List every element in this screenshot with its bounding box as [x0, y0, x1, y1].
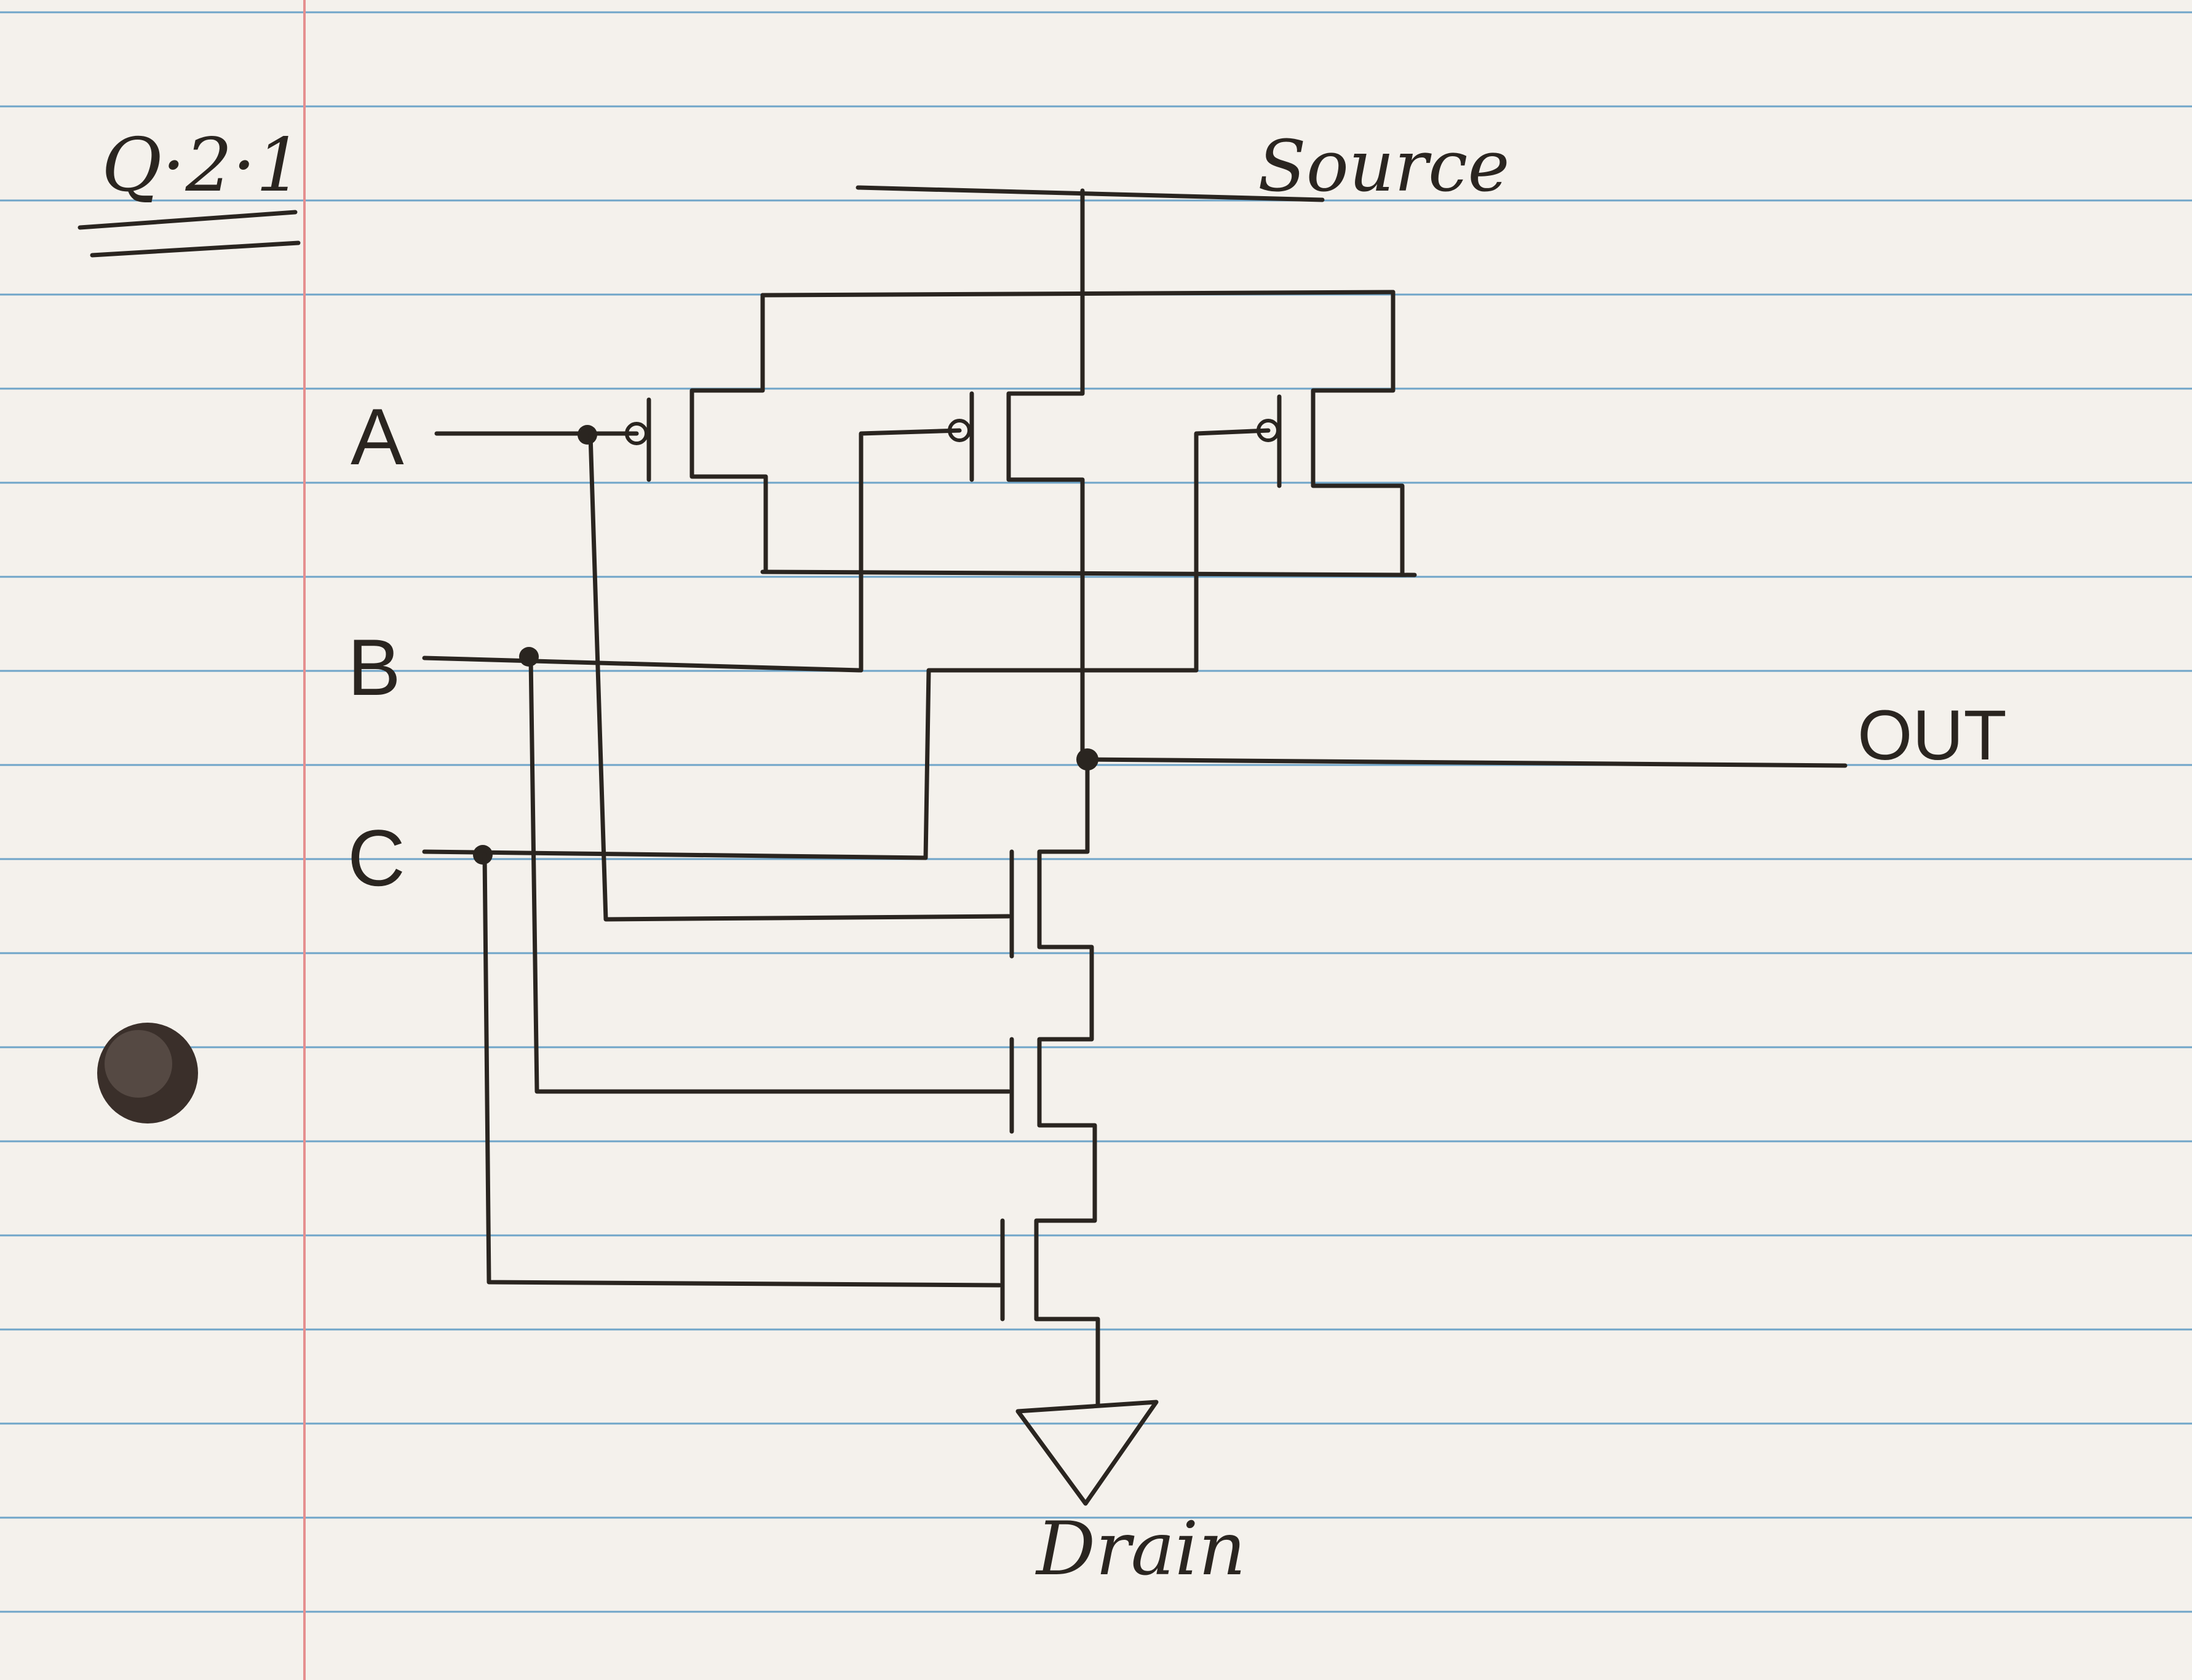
input-label-a: A — [351, 392, 404, 481]
input-b-wire — [422, 428, 962, 673]
input-a-node-dot — [578, 425, 597, 445]
input-c-wire — [422, 428, 1271, 860]
title-underline — [77, 210, 298, 230]
drain-label: Drain — [1035, 1507, 1246, 1592]
input-b-node-dot — [519, 647, 539, 667]
input-b-to-nmos — [528, 656, 1011, 1094]
input-label-b: B — [347, 622, 401, 712]
input-label-c: C — [347, 813, 405, 903]
page-title: Q·2·1 — [101, 123, 303, 208]
pmos-bottom-rail — [760, 569, 1417, 577]
pmos-a-branch — [689, 293, 768, 574]
pmos-top-rail — [760, 290, 1396, 298]
input-c-to-nmos — [482, 852, 1002, 1288]
punch-hole-shadow — [105, 1030, 172, 1098]
input-a-to-nmos — [588, 432, 1011, 922]
ground-symbol — [1015, 1400, 1159, 1506]
title-underline-2 — [90, 240, 301, 258]
source-label: Source — [1258, 125, 1510, 208]
out-label: OUT — [1857, 696, 2007, 775]
nmos-stack-top — [1034, 757, 1100, 1408]
out-wire — [1080, 757, 1848, 768]
pmos-b-branch — [1006, 293, 1085, 762]
source-rail — [856, 185, 1325, 202]
schematic — [422, 185, 1848, 1506]
pmos-c-branch — [1311, 290, 1405, 577]
